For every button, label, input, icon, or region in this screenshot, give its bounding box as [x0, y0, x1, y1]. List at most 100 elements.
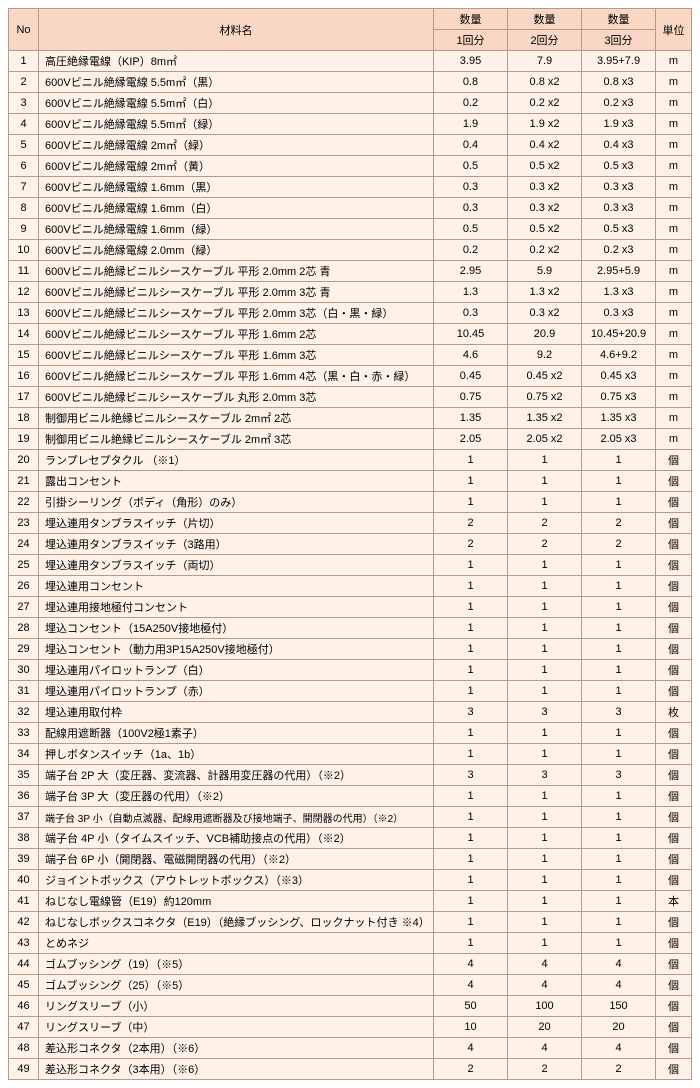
table-row: 35端子台 2P 大（変圧器、変流器、計器用変圧器の代用）（※2）333個	[9, 765, 692, 786]
cell-no: 23	[9, 513, 39, 534]
cell-q2: 20.9	[508, 324, 582, 345]
cell-q1: 1.35	[434, 408, 508, 429]
materials-table: No 材料名 数量 数量 数量 単位 1回分 2回分 3回分 1高圧絶縁電線（K…	[8, 8, 692, 1080]
cell-q2: 1	[508, 849, 582, 870]
cell-unit: m	[656, 345, 692, 366]
table-row: 39端子台 6P 小（開閉器、電磁開閉器の代用）（※2）111個	[9, 849, 692, 870]
cell-unit: 個	[656, 492, 692, 513]
cell-unit: 個	[656, 807, 692, 828]
cell-q2: 1	[508, 492, 582, 513]
cell-no: 21	[9, 471, 39, 492]
cell-q1: 0.5	[434, 219, 508, 240]
cell-no: 38	[9, 828, 39, 849]
cell-no: 31	[9, 681, 39, 702]
cell-q1: 0.2	[434, 240, 508, 261]
table-row: 28埋込コンセント（15A250V接地極付）111個	[9, 618, 692, 639]
cell-no: 25	[9, 555, 39, 576]
table-row: 47リングスリーブ（中）102020個	[9, 1017, 692, 1038]
cell-name: 600Vビニル絶縁ビニルシースケーブル 平形 1.6mm 2芯	[39, 324, 434, 345]
cell-q2: 0.3 x2	[508, 303, 582, 324]
cell-q3: 4.6+9.2	[582, 345, 656, 366]
cell-q1: 0.3	[434, 177, 508, 198]
cell-q1: 1	[434, 912, 508, 933]
cell-q2: 1	[508, 870, 582, 891]
cell-name: ねじなし電線管（E19）約120mm	[39, 891, 434, 912]
cell-no: 7	[9, 177, 39, 198]
cell-no: 34	[9, 744, 39, 765]
cell-q3: 0.4 x3	[582, 135, 656, 156]
table-row: 22引掛シーリング（ボディ（角形）のみ）111個	[9, 492, 692, 513]
cell-name: リングスリーブ（中）	[39, 1017, 434, 1038]
cell-q3: 10.45+20.9	[582, 324, 656, 345]
cell-unit: 個	[656, 954, 692, 975]
cell-name: 600Vビニル絶縁電線 5.5m㎡（白）	[39, 93, 434, 114]
cell-no: 32	[9, 702, 39, 723]
cell-no: 45	[9, 975, 39, 996]
cell-no: 36	[9, 786, 39, 807]
cell-unit: 個	[656, 849, 692, 870]
cell-q3: 3.95+7.9	[582, 51, 656, 72]
cell-unit: 個	[656, 723, 692, 744]
table-row: 17600Vビニル絶縁ビニルシースケーブル 丸形 2.0mm 3芯0.750.7…	[9, 387, 692, 408]
cell-q1: 10.45	[434, 324, 508, 345]
table-row: 12600Vビニル絶縁ビニルシースケーブル 平形 2.0mm 3芯 青1.31.…	[9, 282, 692, 303]
cell-q3: 1	[582, 618, 656, 639]
cell-unit: 個	[656, 933, 692, 954]
cell-name: 600Vビニル絶縁電線 2m㎡（緑）	[39, 135, 434, 156]
cell-q2: 0.3 x2	[508, 198, 582, 219]
cell-q1: 0.45	[434, 366, 508, 387]
cell-name: 600Vビニル絶縁ビニルシースケーブル 丸形 2.0mm 3芯	[39, 387, 434, 408]
cell-q2: 0.5 x2	[508, 156, 582, 177]
table-row: 40ジョイントボックス（アウトレットボックス）（※3）111個	[9, 870, 692, 891]
cell-q2: 1	[508, 681, 582, 702]
table-row: 7600Vビニル絶縁電線 1.6mm（黒）0.30.3 x20.3 x3m	[9, 177, 692, 198]
cell-no: 24	[9, 534, 39, 555]
cell-no: 10	[9, 240, 39, 261]
cell-unit: m	[656, 303, 692, 324]
header-unit: 単位	[656, 9, 692, 51]
cell-name: 600Vビニル絶縁電線 2.0mm（緑）	[39, 240, 434, 261]
table-row: 31埋込連用パイロットランプ（赤）111個	[9, 681, 692, 702]
table-row: 5600Vビニル絶縁電線 2m㎡（緑）0.40.4 x20.4 x3m	[9, 135, 692, 156]
cell-name: 露出コンセント	[39, 471, 434, 492]
cell-unit: 個	[656, 996, 692, 1017]
cell-no: 33	[9, 723, 39, 744]
cell-q2: 0.5 x2	[508, 219, 582, 240]
cell-no: 27	[9, 597, 39, 618]
cell-q3: 0.5 x3	[582, 219, 656, 240]
cell-q2: 1.9 x2	[508, 114, 582, 135]
cell-q3: 0.45 x3	[582, 366, 656, 387]
cell-name: 埋込連用タンブラスイッチ（両切）	[39, 555, 434, 576]
table-row: 16600Vビニル絶縁ビニルシースケーブル 平形 1.6mm 4芯（黒・白・赤・…	[9, 366, 692, 387]
cell-name: 差込形コネクタ（3本用）（※6）	[39, 1059, 434, 1080]
cell-q2: 7.9	[508, 51, 582, 72]
cell-unit: 枚	[656, 702, 692, 723]
cell-name: 制御用ビニル絶縁ビニルシースケーブル 2m㎡ 3芯	[39, 429, 434, 450]
cell-name: ゴムブッシング（25）（※5）	[39, 975, 434, 996]
cell-unit: m	[656, 198, 692, 219]
table-row: 2600Vビニル絶縁電線 5.5m㎡（黒）0.80.8 x20.8 x3m	[9, 72, 692, 93]
cell-q1: 2	[434, 534, 508, 555]
table-row: 11600Vビニル絶縁ビニルシースケーブル 平形 2.0mm 2芯 青2.955…	[9, 261, 692, 282]
cell-q3: 1	[582, 849, 656, 870]
cell-q1: 3.95	[434, 51, 508, 72]
cell-unit: 個	[656, 681, 692, 702]
table-row: 14600Vビニル絶縁ビニルシースケーブル 平形 1.6mm 2芯10.4520…	[9, 324, 692, 345]
cell-q3: 1	[582, 471, 656, 492]
cell-unit: 個	[656, 870, 692, 891]
header-qty-2: 数量	[508, 9, 582, 30]
cell-no: 39	[9, 849, 39, 870]
table-row: 27埋込連用接地極付コンセント111個	[9, 597, 692, 618]
cell-unit: 個	[656, 450, 692, 471]
cell-unit: 個	[656, 912, 692, 933]
header-sub2: 2回分	[508, 30, 582, 51]
cell-q2: 0.2 x2	[508, 93, 582, 114]
table-row: 9600Vビニル絶縁電線 1.6mm（緑）0.50.5 x20.5 x3m	[9, 219, 692, 240]
cell-q3: 0.5 x3	[582, 156, 656, 177]
cell-no: 9	[9, 219, 39, 240]
table-row: 26埋込連用コンセント111個	[9, 576, 692, 597]
cell-unit: 個	[656, 786, 692, 807]
cell-q1: 3	[434, 765, 508, 786]
cell-unit: m	[656, 114, 692, 135]
cell-q3: 1	[582, 828, 656, 849]
